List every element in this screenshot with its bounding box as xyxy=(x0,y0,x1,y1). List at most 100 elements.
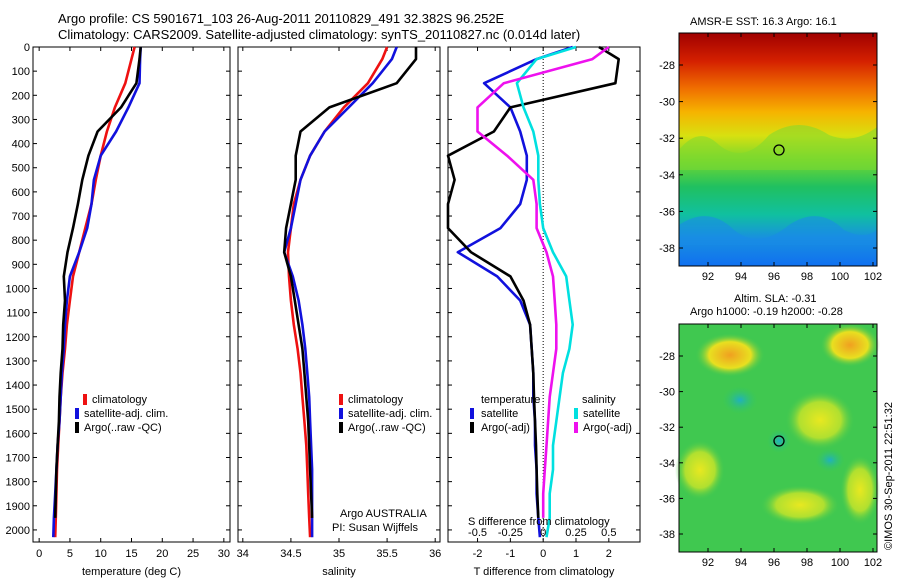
sla-blob xyxy=(675,440,725,500)
y-tick-label: 0 xyxy=(24,42,30,54)
sst-map-lon-label: 92 xyxy=(702,271,714,283)
legend-swatch-temp-argo xyxy=(470,422,474,433)
difference-series-line xyxy=(456,45,574,538)
top-axis-tick-label: 0.5 xyxy=(601,527,616,539)
legend-swatch-argo xyxy=(339,422,343,433)
legend-label-sal-argo: Argo(-adj) xyxy=(583,422,632,434)
temperature-x-axis-label: temperature (deg C) xyxy=(82,566,181,578)
sla-map-lat-label: -28 xyxy=(659,351,675,363)
sla-blob xyxy=(767,429,791,453)
legend-label-argo: Argo(..raw -QC) xyxy=(84,422,162,434)
argo-location-marker xyxy=(773,435,785,447)
sla-map-lat-label: -36 xyxy=(659,493,675,505)
sla-map-lon-label: 94 xyxy=(735,557,747,569)
legend-label-temp-argo: Argo(-adj) xyxy=(481,422,530,434)
sla-map-lat-label: -30 xyxy=(659,387,675,399)
sst-map-lat-label: -28 xyxy=(659,60,675,72)
sst-cool-band xyxy=(679,216,877,245)
y-tick-label: 1300 xyxy=(6,356,30,368)
sla-blob xyxy=(722,386,758,414)
sst-map-lat-label: -34 xyxy=(659,170,675,182)
x-tick-label: 35 xyxy=(333,548,345,560)
legend-swatch-satellite xyxy=(75,408,79,419)
sla-map-lon-label: 102 xyxy=(864,557,882,569)
x-tick-label: 34 xyxy=(237,548,249,560)
y-tick-label: 1600 xyxy=(6,428,30,440)
sla-map-title-1: Altim. SLA: -0.31 xyxy=(734,293,817,305)
sst-map-lon-label: 96 xyxy=(768,271,780,283)
sla-map-lat-label: -32 xyxy=(659,422,675,434)
legend-label-climatology: climatology xyxy=(348,394,404,406)
x-tick-label: -1 xyxy=(505,548,515,560)
header-line-2: Climatology: CARS2009. Satellite-adjuste… xyxy=(58,27,581,42)
x-tick-label: 25 xyxy=(187,548,199,560)
x-tick-label: 20 xyxy=(156,548,168,560)
pi-text: PI: Susan Wijffels xyxy=(332,522,418,534)
temperature-panel-frame xyxy=(32,46,231,543)
x-tick-label: 15 xyxy=(125,548,137,560)
legend-label-climatology: climatology xyxy=(92,394,148,406)
y-tick-label: 1000 xyxy=(6,283,30,295)
sla-blob xyxy=(840,455,880,525)
sla-map-lon-label: 98 xyxy=(801,557,813,569)
header-line-1: Argo profile: CS 5901671_103 26-Aug-2011… xyxy=(58,11,505,26)
legend-label-satellite: satellite-adj. clim. xyxy=(348,408,432,420)
legend-title-temperature: temperature xyxy=(481,394,540,406)
y-tick-label: 1500 xyxy=(6,404,30,416)
salinity-series-line xyxy=(282,47,418,518)
y-tick-label: 1900 xyxy=(6,501,30,513)
x-tick-label: 2 xyxy=(606,548,612,560)
top-axis-label: S difference from climatology xyxy=(468,516,610,528)
y-tick-label: 1400 xyxy=(6,380,30,392)
sst-map: AMSR-E SST: 16.3 Argo: 16.1 xyxy=(678,16,878,267)
legend-label-argo: Argo(..raw -QC) xyxy=(348,422,426,434)
x-tick-label: 10 xyxy=(95,548,107,560)
argo-location-marker xyxy=(773,144,785,156)
x-tick-label: 0 xyxy=(540,548,546,560)
legend-label-sal-satellite: satellite xyxy=(583,408,620,420)
sst-map-title: AMSR-E SST: 16.3 Argo: 16.1 xyxy=(690,16,837,28)
salinity-series-line xyxy=(286,46,389,538)
y-tick-label: 500 xyxy=(12,163,30,175)
temperature-legend: climatology satellite-adj. clim. Argo(..… xyxy=(75,394,168,434)
legend-swatch-climatology xyxy=(83,394,87,405)
sla-map-lon-label: 96 xyxy=(768,557,780,569)
y-tick-label: 300 xyxy=(12,114,30,126)
sst-map-lon-label: 100 xyxy=(831,271,849,283)
x-tick-label: 35.5 xyxy=(376,548,397,560)
x-tick-label: -2 xyxy=(473,548,483,560)
salinity-series-line xyxy=(282,46,398,538)
top-axis-tick-label: 0 xyxy=(540,527,546,539)
y-tick-label: 400 xyxy=(12,139,30,151)
sst-map-lat-label: -38 xyxy=(659,243,675,255)
sla-map-lon-label: 100 xyxy=(831,557,849,569)
x-tick-label: 5 xyxy=(67,548,73,560)
sla-map-frame xyxy=(678,323,878,553)
x-tick-label: 36 xyxy=(429,548,441,560)
sla-blob xyxy=(760,485,840,525)
sst-map-lat-label: -30 xyxy=(659,97,675,109)
sla-map: Altim. SLA: -0.31 Argo h1000: -0.19 h200… xyxy=(675,293,880,553)
y-tick-label: 1100 xyxy=(6,308,30,320)
sla-map-lat-label: -34 xyxy=(659,458,675,470)
x-tick-label: 0 xyxy=(36,548,42,560)
y-tick-label: 1200 xyxy=(6,332,30,344)
sst-map-lat-label: -36 xyxy=(659,206,675,218)
y-tick-label: 600 xyxy=(12,187,30,199)
sst-map-frame xyxy=(678,32,878,267)
salinity-legend: climatology satellite-adj. clim. Argo(..… xyxy=(332,394,432,534)
legend-swatch-satellite xyxy=(339,408,343,419)
y-tick-label: 800 xyxy=(12,235,30,247)
legend-title-salinity: salinity xyxy=(582,394,616,406)
sst-map-lon-label: 102 xyxy=(864,271,882,283)
legend-swatch-climatology xyxy=(339,394,343,405)
x-tick-label: 1 xyxy=(573,548,579,560)
difference-series-line xyxy=(476,45,610,518)
salinity-panel-frame xyxy=(237,46,441,543)
y-tick-label: 1700 xyxy=(6,452,30,464)
y-tick-label: 900 xyxy=(12,259,30,271)
x-tick-label: 30 xyxy=(218,548,230,560)
y-tick-label: 1800 xyxy=(6,477,30,489)
legend-label-satellite: satellite-adj. clim. xyxy=(84,408,168,420)
